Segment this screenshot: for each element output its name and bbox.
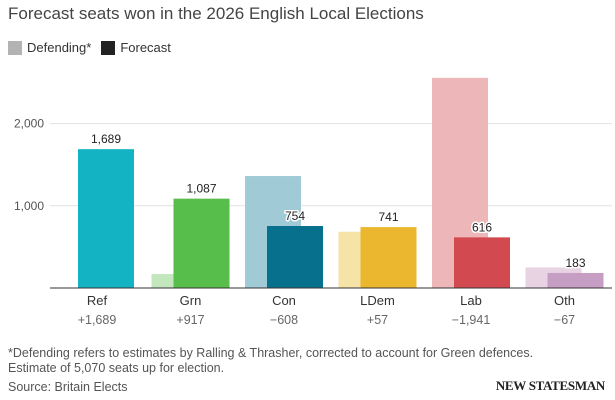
footnote: *Defending refers to estimates by Rallin…	[8, 346, 534, 375]
legend-item-defending: Defending*	[8, 40, 91, 55]
category-label: Ref	[87, 293, 108, 308]
data-label-halo: 741	[378, 210, 398, 224]
y-tick-label: 1,000	[14, 199, 44, 213]
data-label: 1,087	[186, 182, 216, 196]
legend: Defending* Forecast	[8, 40, 181, 55]
brand-logo: NEW STATESMAN	[495, 378, 605, 393]
data-label-halo: 754	[285, 209, 305, 223]
change-label: −67	[554, 313, 575, 327]
source-note: Source: Britain Elects	[8, 380, 128, 394]
legend-swatch-defending	[8, 40, 22, 55]
forecast-bar	[78, 149, 134, 288]
change-label: −1,941	[452, 313, 491, 327]
change-label: +1,689	[78, 313, 117, 327]
forecast-bar	[454, 237, 510, 288]
forecast-bar	[547, 272, 604, 288]
legend-item-forecast: Forecast	[101, 40, 171, 55]
change-label: +57	[367, 313, 388, 327]
data-label-halo: 183	[565, 256, 585, 270]
data-label: 1,689	[91, 132, 121, 146]
category-label: Grn	[180, 293, 202, 308]
data-label-halo: 616	[472, 220, 492, 234]
category-label: LDem	[360, 293, 395, 308]
data-label: 616	[472, 220, 492, 234]
legend-label-defending: Defending*	[27, 40, 92, 55]
chart-title: Forecast seats won in the 2026 English L…	[8, 4, 424, 23]
category-label: Oth	[554, 293, 575, 308]
y-tick-label: 2,000	[14, 117, 44, 131]
bar-chart: 1,0002,0001,6891,689Ref+1,6891,0871,087G…	[14, 77, 612, 327]
forecast-bar	[360, 227, 417, 288]
category-label: Lab	[460, 293, 482, 308]
category-label: Con	[272, 293, 296, 308]
data-label: 183	[565, 256, 585, 270]
forecast-bar	[173, 198, 230, 288]
change-label: −608	[270, 313, 298, 327]
data-label-halo: 1,087	[186, 182, 216, 196]
data-label: 754	[285, 209, 305, 223]
data-label: 741	[378, 210, 398, 224]
data-label-halo: 1,689	[91, 132, 121, 146]
change-label: +917	[176, 313, 204, 327]
legend-label-forecast: Forecast	[120, 40, 171, 55]
forecast-bar	[267, 226, 323, 288]
legend-swatch-forecast	[101, 40, 116, 55]
